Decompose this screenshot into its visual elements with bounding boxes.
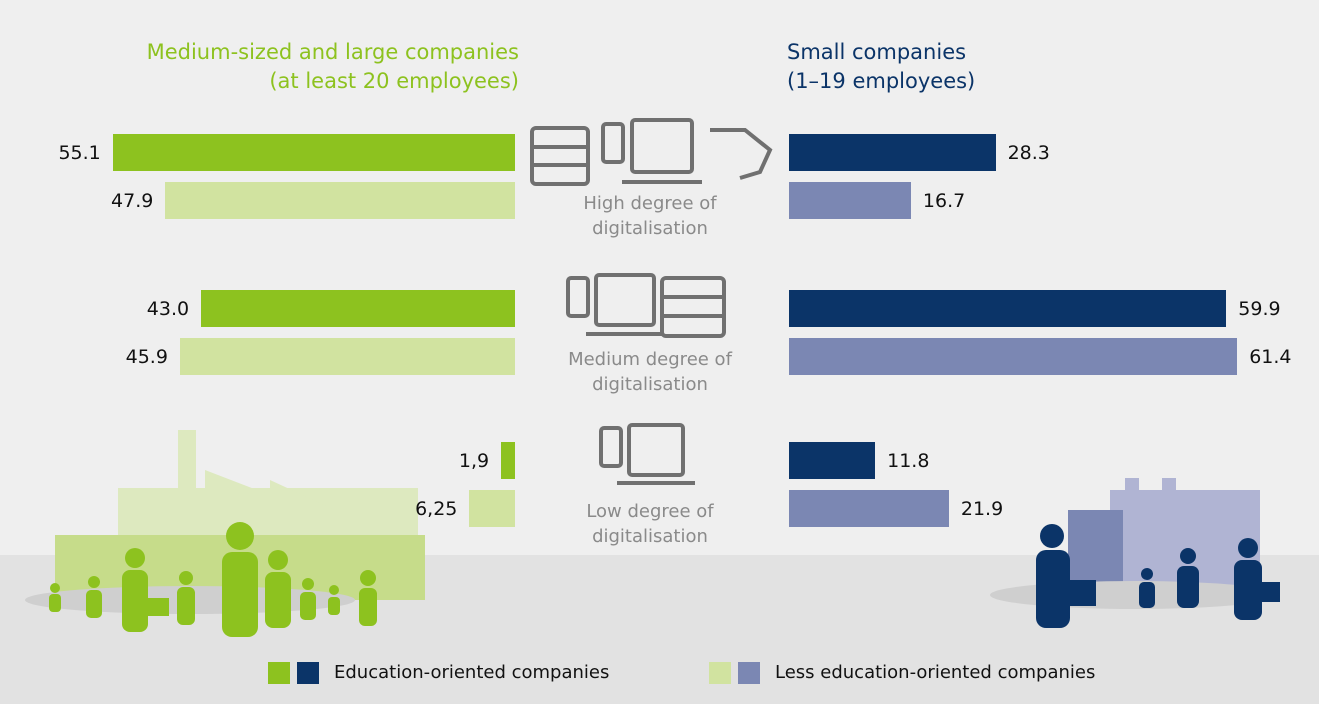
legend-swatch: [738, 662, 760, 684]
people-left: [49, 522, 377, 637]
legend-label: Less education-oriented companies: [775, 662, 1096, 683]
value-label: 1,9: [458, 450, 490, 472]
legend-swatch: [268, 662, 290, 684]
bar: [469, 490, 515, 527]
legend-label: Education-oriented companies: [334, 662, 610, 683]
bar: [789, 338, 1238, 375]
bar: [789, 442, 876, 479]
legend-swatch: [297, 662, 319, 684]
bar: [789, 134, 996, 171]
value-label: 43.0: [146, 298, 190, 320]
legend-swatch: [709, 662, 731, 684]
value-label: 11.8: [887, 450, 930, 472]
bar: [201, 290, 515, 327]
value-label: 21.9: [960, 498, 1004, 520]
value-label: 59.9: [1238, 298, 1281, 320]
value-label: 61.4: [1249, 346, 1292, 368]
value-label: 47.9: [111, 190, 154, 212]
group-title: Small companies (1–19 employees): [787, 40, 976, 93]
value-label: 55.1: [58, 142, 101, 164]
icons: [530, 118, 773, 485]
people-right: [1036, 524, 1280, 628]
bar: [112, 134, 515, 171]
bar: [501, 442, 515, 479]
category-label: Medium degree of digitalisation: [568, 349, 732, 395]
bar: [789, 182, 911, 219]
bar: [179, 338, 515, 375]
category-label: Low degree of digitalisation: [586, 501, 714, 547]
bar: [165, 182, 515, 219]
value-label: 6,25: [415, 498, 458, 520]
group-title: Medium-sized and large companies (at lea…: [146, 40, 519, 93]
value-label: 45.9: [125, 346, 168, 368]
value-label: 28.3: [1007, 142, 1050, 164]
bar: [789, 290, 1227, 327]
category-label: High degree of digitalisation: [583, 193, 717, 239]
value-label: 16.7: [922, 190, 966, 212]
bar: [789, 490, 949, 527]
